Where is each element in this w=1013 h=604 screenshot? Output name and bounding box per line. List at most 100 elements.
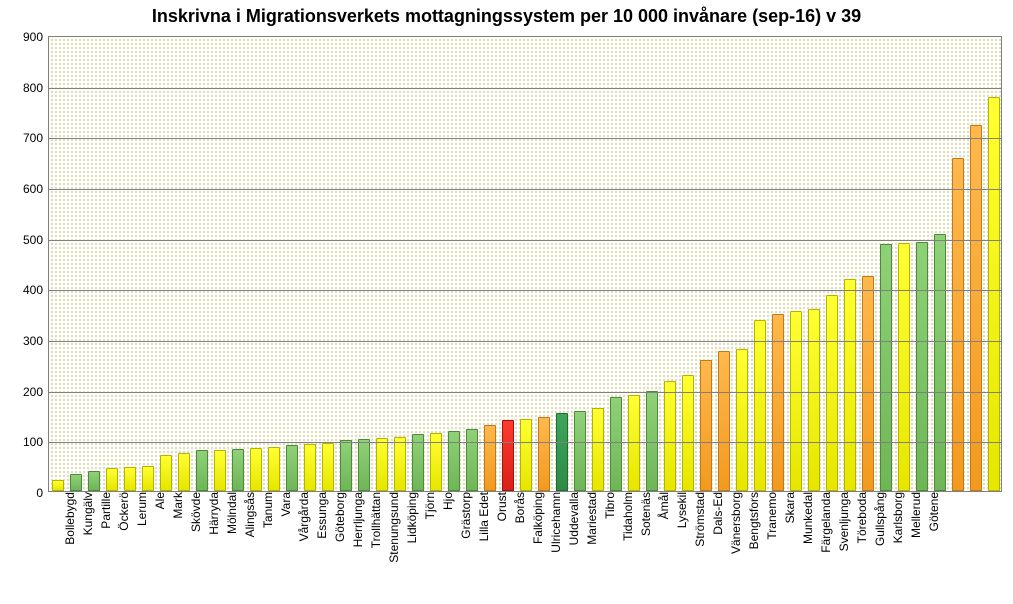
bar-slot (247, 37, 265, 491)
bar (376, 438, 389, 491)
x-tick-label: Stenungsund (387, 492, 401, 604)
bar (844, 279, 857, 491)
y-tick-label: 300 (23, 334, 43, 348)
x-tick-label: Lilla Edet (477, 492, 491, 604)
bar-slot (67, 37, 85, 491)
bar-slot (697, 37, 715, 491)
bar-slot (373, 37, 391, 491)
bar-slot (445, 37, 463, 491)
bar (502, 420, 515, 491)
y-tick-label: 600 (23, 182, 43, 196)
gridline (49, 341, 1001, 342)
bar (574, 411, 587, 491)
x-tick-label: Lerum (135, 492, 149, 604)
bar-slot (535, 37, 553, 491)
bar-slot (859, 37, 877, 491)
x-tick-label: Ale (153, 492, 167, 604)
chart-container: Inskrivna i Migrationsverkets mottagning… (0, 0, 1013, 604)
x-tick-label: Vänersborg (729, 492, 743, 604)
x-tick-label: Lysekil (675, 492, 689, 604)
x-tick-label: Tidaholm (621, 492, 635, 604)
x-tick-label: Ulricehamn (549, 492, 563, 604)
bar-slot (121, 37, 139, 491)
y-tick-label: 400 (23, 283, 43, 297)
bar-slot (85, 37, 103, 491)
bar-slot (193, 37, 211, 491)
x-tick-label: Öckerö (117, 492, 131, 604)
x-tick-label: Karlsborg (891, 492, 905, 604)
x-tick-label: Mellerud (909, 492, 923, 604)
bar-slot (427, 37, 445, 491)
bar (592, 408, 605, 491)
x-tick-label: Skara (783, 492, 797, 604)
x-tick-label: Skövde (189, 492, 203, 604)
bar-slot (751, 37, 769, 491)
bar (700, 360, 713, 491)
x-tick-label: Färgelanda (819, 492, 833, 604)
bar (934, 234, 947, 491)
bar (340, 440, 353, 491)
y-tick-label: 500 (23, 233, 43, 247)
bar (952, 158, 965, 491)
gridline (49, 189, 1001, 190)
x-tick-label: Bollebygd (63, 492, 77, 604)
x-tick-label: Sotenäs (639, 492, 653, 604)
bar-slot (625, 37, 643, 491)
bar (736, 349, 749, 491)
bar-slot (139, 37, 157, 491)
x-tick-label: Töreboda (855, 492, 869, 604)
x-tick-label: Strömstad (693, 492, 707, 604)
bar (304, 444, 317, 491)
bar (556, 413, 569, 491)
x-tick-label: Härryda (207, 492, 221, 604)
x-tick-label: Borås (513, 492, 527, 604)
bar (70, 474, 83, 491)
bar (394, 437, 407, 491)
x-tick-label: Svenljunga (837, 492, 851, 604)
bar (232, 449, 245, 491)
x-tick-label: Grästorp (459, 492, 473, 604)
bar (916, 242, 929, 491)
bar (988, 97, 1001, 491)
bar (124, 467, 137, 491)
bar (178, 453, 191, 492)
gridline (49, 392, 1001, 393)
bar (880, 244, 893, 491)
x-tick-label: Vårgårda (297, 492, 311, 604)
bar-slot (157, 37, 175, 491)
bar-slot (409, 37, 427, 491)
bar (646, 391, 659, 491)
x-tick-label: Mariestad (585, 492, 599, 604)
bar-slot (229, 37, 247, 491)
x-tick-label: Tranemo (765, 492, 779, 604)
bar (214, 450, 227, 491)
bar (718, 351, 731, 491)
bar-slot (967, 37, 985, 491)
bar (610, 397, 623, 491)
x-tick-label: Bengtsfors (747, 492, 761, 604)
bar-slot (337, 37, 355, 491)
y-tick-label: 800 (23, 81, 43, 95)
x-tick-label: Lidköping (405, 492, 419, 604)
bar-slot (805, 37, 823, 491)
x-tick-label: Hjo (441, 492, 455, 604)
x-tick-label: Kungälv (81, 492, 95, 604)
y-tick-label: 700 (23, 131, 43, 145)
x-tick-label: Herrljunga (351, 492, 365, 604)
bar-slot (481, 37, 499, 491)
gridline (49, 88, 1001, 89)
x-tick-label: Tjörn (423, 492, 437, 604)
bar-slot (499, 37, 517, 491)
y-tick-label: 900 (23, 30, 43, 44)
bar (106, 468, 119, 491)
bar (484, 425, 497, 491)
bar (250, 448, 263, 491)
x-tick-label: Orust (495, 492, 509, 604)
bar (466, 429, 479, 491)
bar-slot (589, 37, 607, 491)
bar-slot (553, 37, 571, 491)
bar (538, 417, 551, 491)
bar (970, 125, 983, 491)
bars-layer (49, 37, 1001, 491)
bar-slot (715, 37, 733, 491)
